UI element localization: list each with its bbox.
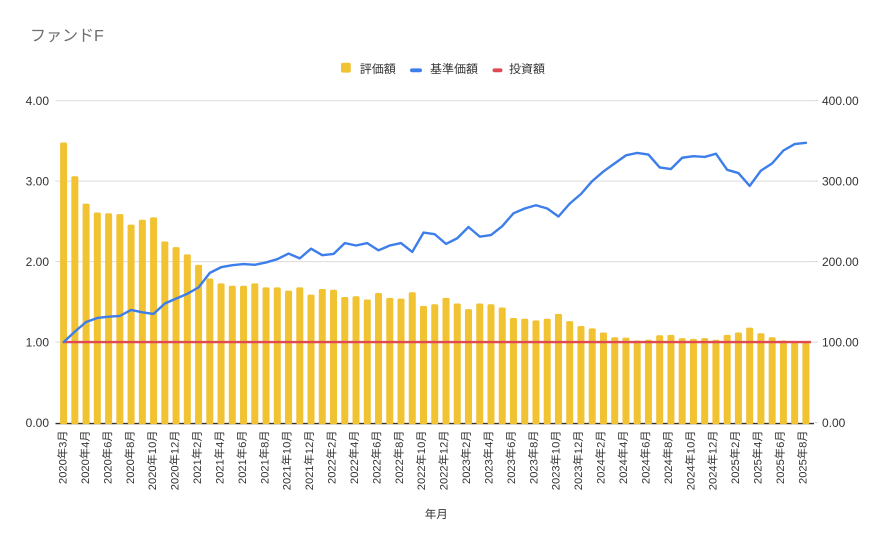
svg-text:2024: 2024	[685, 465, 697, 490]
svg-text:2024: 2024	[663, 459, 675, 484]
svg-text:2020: 2020	[80, 459, 92, 484]
svg-text:100.00: 100.00	[822, 335, 859, 349]
svg-text:2: 2	[596, 442, 608, 448]
svg-text:2023: 2023	[483, 459, 495, 484]
svg-text:F: F	[94, 28, 104, 45]
svg-text:1.00: 1.00	[26, 335, 50, 349]
svg-text:8: 8	[394, 442, 406, 448]
svg-text:2: 2	[327, 442, 339, 448]
svg-text:0.00: 0.00	[822, 416, 846, 430]
svg-text:2020: 2020	[170, 465, 182, 490]
svg-text:2020: 2020	[102, 459, 114, 484]
svg-text:2022: 2022	[416, 465, 428, 490]
svg-text:10: 10	[685, 442, 697, 454]
svg-text:10: 10	[416, 442, 428, 454]
svg-text:400.00: 400.00	[822, 94, 859, 108]
svg-text:6: 6	[506, 442, 518, 448]
svg-text:2: 2	[730, 442, 742, 448]
svg-text:4.00: 4.00	[26, 94, 50, 108]
svg-text:2020: 2020	[147, 465, 159, 490]
svg-text:12: 12	[170, 442, 182, 454]
svg-text:2025: 2025	[797, 459, 809, 484]
svg-text:6: 6	[237, 442, 249, 448]
svg-text:10: 10	[282, 442, 294, 454]
svg-text:8: 8	[259, 442, 271, 448]
svg-text:200.00: 200.00	[822, 255, 859, 269]
svg-text:2021: 2021	[237, 459, 249, 484]
svg-text:2022: 2022	[327, 459, 339, 484]
svg-text:4: 4	[753, 442, 765, 448]
svg-text:12: 12	[708, 442, 720, 454]
svg-text:8: 8	[528, 442, 540, 448]
svg-text:300.00: 300.00	[822, 174, 859, 188]
svg-text:2021: 2021	[259, 459, 271, 484]
svg-text:8: 8	[797, 442, 809, 448]
svg-text:2021: 2021	[192, 459, 204, 484]
svg-text:4: 4	[483, 442, 495, 448]
svg-text:2022: 2022	[371, 459, 383, 484]
svg-text:2020: 2020	[125, 459, 137, 484]
svg-text:2022: 2022	[439, 465, 451, 490]
svg-text:4: 4	[214, 442, 226, 448]
svg-text:12: 12	[304, 442, 316, 454]
svg-text:2021: 2021	[282, 465, 294, 490]
svg-text:12: 12	[573, 442, 585, 454]
svg-text:8: 8	[125, 442, 137, 448]
svg-text:2025: 2025	[775, 459, 787, 484]
svg-text:8: 8	[663, 442, 675, 448]
svg-text:6: 6	[640, 442, 652, 448]
svg-text:6: 6	[102, 442, 114, 448]
svg-text:4: 4	[80, 442, 92, 448]
svg-text:10: 10	[551, 442, 563, 454]
svg-text:2025: 2025	[730, 459, 742, 484]
svg-text:2024: 2024	[596, 459, 608, 484]
svg-text:3: 3	[58, 442, 70, 448]
svg-text:2021: 2021	[304, 465, 316, 490]
svg-text:10: 10	[147, 442, 159, 454]
svg-text:2: 2	[192, 442, 204, 448]
svg-text:2023: 2023	[573, 465, 585, 490]
svg-text:2023: 2023	[551, 465, 563, 490]
svg-text:2022: 2022	[349, 459, 361, 484]
svg-text:2.00: 2.00	[26, 255, 50, 269]
svg-text:0.00: 0.00	[26, 416, 50, 430]
svg-text:12: 12	[439, 442, 451, 454]
svg-text:3.00: 3.00	[26, 174, 50, 188]
svg-text:6: 6	[775, 442, 787, 448]
svg-text:2021: 2021	[214, 459, 226, 484]
svg-text:2024: 2024	[708, 465, 720, 490]
svg-text:4: 4	[349, 442, 361, 448]
svg-text:2025: 2025	[753, 459, 765, 484]
svg-text:2023: 2023	[528, 459, 540, 484]
svg-text:2023: 2023	[506, 459, 518, 484]
svg-text:2024: 2024	[640, 459, 652, 484]
svg-text:2024: 2024	[618, 459, 630, 484]
svg-text:2020: 2020	[58, 459, 70, 484]
svg-text:2: 2	[461, 442, 473, 448]
svg-text:2023: 2023	[461, 459, 473, 484]
svg-text:6: 6	[371, 442, 383, 448]
svg-text:2022: 2022	[394, 459, 406, 484]
svg-text:4: 4	[618, 442, 630, 448]
